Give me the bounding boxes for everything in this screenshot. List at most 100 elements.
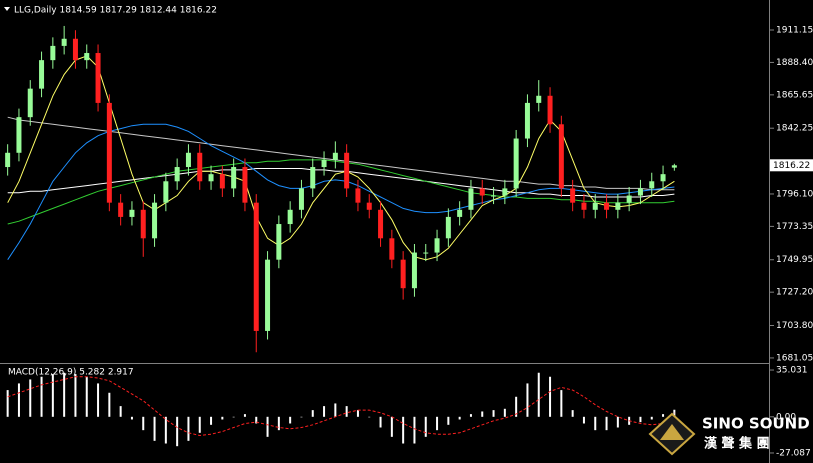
candle-body <box>479 188 485 196</box>
macd-bar <box>458 416 461 420</box>
candle-body <box>457 209 463 217</box>
indicator-line <box>7 123 675 260</box>
macd-bar <box>243 414 246 417</box>
logo-chinese: 漢 聲 集 團 <box>704 436 770 452</box>
candle-body <box>547 95 553 125</box>
macd-bar <box>187 416 190 441</box>
macd-bar <box>526 383 529 417</box>
candle-body <box>310 167 316 189</box>
candle-body <box>378 209 384 239</box>
candle-body <box>445 216 451 239</box>
candle-body <box>197 152 203 182</box>
macd-bar <box>379 416 382 428</box>
candle-body <box>468 188 474 210</box>
title-icon <box>4 7 10 11</box>
candle-body <box>163 181 169 203</box>
candle-body <box>185 152 191 168</box>
macd-bar <box>503 408 506 417</box>
candle-body <box>524 102 530 139</box>
candle-body <box>39 60 45 89</box>
macd-bar <box>164 416 167 444</box>
candle-body <box>84 53 90 61</box>
candle-body <box>592 202 598 210</box>
candle-body <box>321 159 327 168</box>
macd-bar <box>198 416 201 433</box>
candle-body <box>355 188 361 203</box>
candle-body <box>637 188 643 196</box>
y-tick-label: 1865.65 <box>776 90 813 100</box>
y-tick-label: 1773.35 <box>776 222 813 232</box>
macd-bar <box>594 416 597 431</box>
logo: SINO SOUND 漢 聲 集 團 <box>648 412 810 456</box>
candle-body <box>140 209 146 239</box>
y-tick-label: 0.00 <box>776 412 796 422</box>
candle-body <box>570 188 576 203</box>
macd-bar <box>153 416 156 441</box>
macd-bar <box>176 416 179 447</box>
candle-body <box>265 259 271 331</box>
y-tick-label: 1842.25 <box>776 124 813 134</box>
y-tick-label: 1681.05 <box>776 353 813 363</box>
indicator-line <box>7 159 675 225</box>
macd-bar <box>119 406 122 417</box>
macd-bar <box>345 406 348 417</box>
chart-title: LLG,Daily 1814.59 1817.29 1812.44 1816.2… <box>14 6 217 16</box>
macd-bar <box>481 411 484 417</box>
candle-body <box>231 167 237 189</box>
macd-bar <box>142 416 145 431</box>
candle-body <box>50 45 56 61</box>
macd-bar <box>210 416 213 425</box>
candle-body <box>604 202 610 210</box>
candle-body <box>626 195 632 203</box>
candle-body <box>219 174 225 189</box>
candle-body <box>118 202 124 217</box>
y-tick-label: -27.087 <box>776 448 811 458</box>
candle-body <box>411 252 417 289</box>
price-label: 1816.22 <box>773 161 810 171</box>
logo-name: SINO SOUND <box>702 415 810 433</box>
price-label-box <box>770 159 813 172</box>
candle-body <box>332 152 338 160</box>
macd-bar <box>17 383 20 417</box>
macd-bar <box>616 416 619 428</box>
candle-body <box>72 38 78 61</box>
candle-body <box>344 152 350 189</box>
macd-bar <box>549 376 552 417</box>
macd-bar <box>311 410 314 417</box>
candle-body <box>106 102 112 203</box>
candle-body <box>242 167 248 203</box>
macd-bar <box>650 416 653 420</box>
macd-bar <box>130 416 133 420</box>
macd-bar <box>277 416 280 431</box>
macd-bar <box>662 414 665 417</box>
candle-body <box>366 202 372 210</box>
macd-bar <box>40 376 43 417</box>
macd-bar <box>232 416 235 418</box>
candle-body <box>129 209 135 217</box>
macd-bar <box>29 379 32 417</box>
y-tick-label: 1703.80 <box>776 321 813 331</box>
macd-bar <box>108 392 111 417</box>
macd-bar <box>300 416 303 418</box>
macd-bar <box>368 416 371 418</box>
candle-body <box>513 138 519 189</box>
y-tick-label: 1911.15 <box>776 26 813 36</box>
macd-bar <box>74 374 77 417</box>
macd-bar <box>447 416 450 425</box>
macd-bar <box>402 416 405 444</box>
candle-body <box>5 152 11 168</box>
candle-body <box>536 95 542 103</box>
macd-bar <box>356 410 359 417</box>
macd-bar <box>323 406 326 417</box>
candle-body <box>400 259 406 289</box>
candle-body <box>502 188 508 196</box>
macd-bar <box>334 403 337 417</box>
candle-body <box>95 53 101 103</box>
candle-body <box>208 174 214 182</box>
candle-body <box>152 202 158 239</box>
candle-body <box>16 117 22 153</box>
macd-bar <box>436 416 439 431</box>
candle-body <box>491 195 497 197</box>
candle-body <box>649 181 655 189</box>
